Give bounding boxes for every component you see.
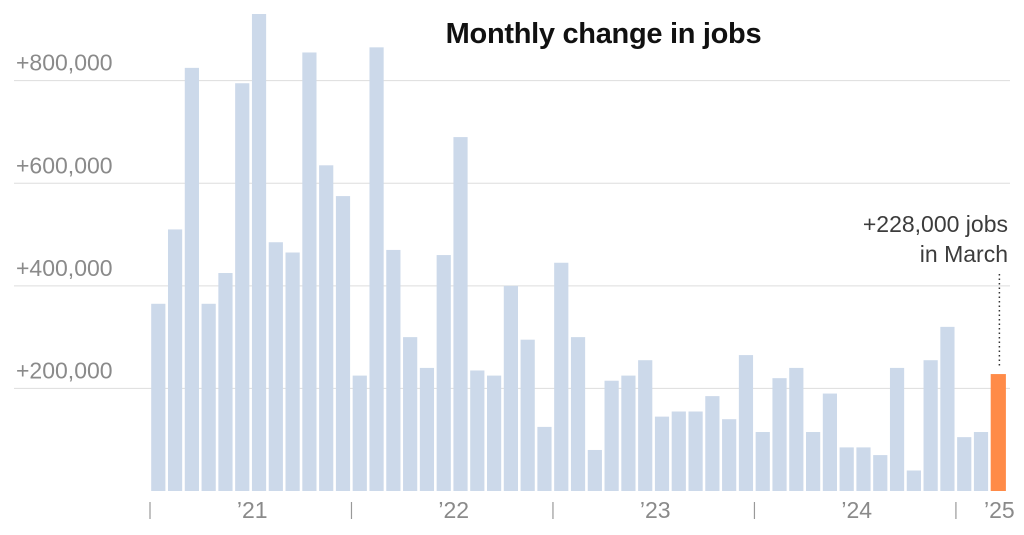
bar (369, 47, 384, 491)
bar (285, 252, 300, 491)
x-tick-label: ’25 (984, 497, 1015, 523)
bar (386, 249, 401, 491)
bar (235, 83, 250, 491)
bar (570, 337, 586, 491)
bar (319, 165, 334, 491)
bar-highlight (990, 374, 1006, 491)
bar (251, 14, 267, 491)
bar (789, 367, 804, 491)
x-axis-ticks: ’21 ’22 ’23 ’24 ’25 (149, 497, 1015, 523)
y-tick-label: +600,000 (16, 152, 113, 178)
bar (302, 52, 317, 491)
bar (167, 229, 183, 491)
bar (705, 396, 720, 491)
bar (335, 196, 351, 492)
bars (151, 14, 1006, 492)
y-tick-label: +400,000 (16, 255, 113, 281)
annotation-line-1: +228,000 jobs (863, 211, 1008, 237)
bar (722, 419, 737, 491)
annotation: +228,000 jobs in March (863, 211, 1008, 369)
bar (755, 432, 770, 491)
bar (453, 137, 468, 491)
bar (487, 375, 502, 491)
annotation-line-2: in March (920, 241, 1008, 267)
bar (419, 367, 435, 491)
bar (268, 242, 283, 491)
bar (940, 326, 955, 491)
bar (906, 470, 921, 491)
x-tick-label: ’23 (640, 497, 671, 523)
bar (184, 67, 199, 492)
bar (772, 378, 787, 491)
bar (587, 449, 602, 491)
bar (151, 303, 166, 491)
bar (806, 432, 821, 491)
bar (503, 285, 518, 491)
bar (738, 355, 754, 491)
bar (957, 437, 972, 491)
bar (621, 375, 636, 491)
bar (856, 447, 871, 491)
y-axis-ticks: +200,000 +400,000 +600,000 +800,000 (16, 50, 113, 384)
bar (470, 370, 485, 491)
bar (554, 262, 569, 491)
bar (822, 393, 837, 491)
y-tick-label: +800,000 (16, 50, 113, 76)
x-tick-label: ’24 (841, 497, 872, 523)
bar (839, 447, 854, 491)
bar (671, 411, 686, 491)
bar (201, 303, 216, 491)
bar (923, 360, 938, 491)
bar (638, 360, 653, 491)
bar (403, 337, 418, 491)
bar (873, 455, 888, 491)
bar (604, 380, 619, 491)
bar (436, 255, 451, 491)
bar (688, 411, 703, 491)
chart-title: Monthly change in jobs (445, 18, 762, 50)
x-tick-label: ’21 (237, 497, 268, 523)
bar (218, 273, 233, 491)
x-tick-label: ’22 (438, 497, 469, 523)
bar (889, 367, 905, 491)
bar (654, 416, 670, 491)
bar (520, 339, 535, 491)
bar (352, 375, 367, 491)
bar (537, 426, 552, 491)
y-tick-label: +200,000 (16, 357, 113, 383)
bar (973, 432, 989, 491)
